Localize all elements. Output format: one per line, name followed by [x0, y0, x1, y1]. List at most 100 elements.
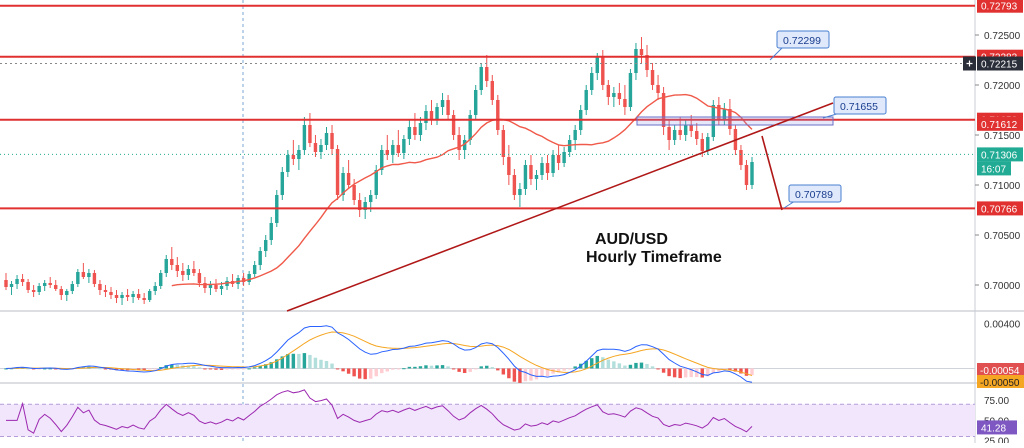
candle — [142, 293, 146, 304]
chart-title: AUD/USD — [595, 231, 668, 248]
price-tick-label: 0.72500 — [984, 31, 1021, 42]
callout-leader — [769, 46, 784, 61]
candle-body — [396, 145, 401, 153]
countdown-tag: 16:07 — [977, 161, 1011, 176]
candle-body — [468, 115, 472, 140]
candle — [385, 135, 390, 160]
candle — [357, 193, 362, 217]
candle-body — [330, 133, 334, 149]
macd-histogram-bar — [37, 368, 41, 370]
candle — [164, 255, 168, 277]
macd-histogram-bar — [496, 368, 500, 371]
macd-histogram-bar — [247, 368, 251, 370]
macd-tag-label: -0.00054 — [980, 366, 1020, 377]
macd-histogram-bar — [518, 368, 522, 383]
macd-histogram-bar — [534, 368, 539, 380]
candle-body — [556, 155, 561, 163]
macd-histogram-bar — [269, 362, 273, 369]
candle-body — [479, 67, 483, 90]
candle-body — [529, 165, 533, 179]
candle — [496, 95, 500, 135]
candle-body — [451, 115, 456, 135]
macd-histogram-bar — [103, 368, 108, 370]
candle-body — [584, 90, 588, 110]
candle-body — [159, 273, 163, 286]
axis-tag-label: 0.71306 — [981, 150, 1018, 161]
macd-histogram-bar — [280, 356, 285, 369]
add-alert-button[interactable] — [963, 56, 976, 71]
candle — [413, 113, 417, 140]
candle-body — [313, 143, 318, 152]
candle-body — [258, 251, 262, 265]
candle — [252, 261, 257, 277]
macd-histogram-bar — [241, 368, 246, 370]
axis-tag-label: 0.72215 — [981, 60, 1018, 71]
candle-body — [744, 165, 749, 185]
macd-histogram-bar — [391, 368, 395, 370]
candle-body — [512, 175, 517, 195]
candle — [230, 274, 235, 287]
candle — [485, 55, 489, 87]
candle — [131, 291, 135, 303]
candle — [286, 150, 290, 177]
candle-body — [341, 173, 345, 195]
candle-body — [457, 135, 461, 150]
candle — [435, 103, 439, 125]
macd-value-tag: -0.00050 — [977, 375, 1024, 389]
candle-body — [170, 259, 174, 265]
macd-histogram-bar — [147, 368, 152, 370]
candle — [264, 235, 268, 257]
macd-histogram-bar — [92, 367, 97, 369]
candle-body — [634, 49, 638, 73]
candle-body — [192, 269, 196, 273]
macd-histogram-bar — [451, 368, 456, 370]
candle — [76, 269, 80, 287]
candle — [402, 135, 406, 159]
macd-histogram-bar — [230, 368, 235, 370]
axis-tag-label: 0.72793 — [981, 2, 1018, 13]
candle-body — [700, 139, 704, 151]
macd-histogram-bar — [186, 365, 191, 369]
candle — [750, 157, 754, 189]
candle-body — [219, 286, 224, 289]
candle-body — [523, 165, 528, 189]
candle — [65, 289, 69, 301]
macd-histogram-bar — [667, 368, 671, 377]
candle — [280, 167, 285, 200]
plus-icon[interactable] — [966, 60, 973, 67]
macd-histogram-bar — [485, 365, 489, 369]
candle-body — [153, 286, 157, 291]
macd-histogram-bar — [672, 368, 677, 378]
candle — [54, 280, 58, 291]
candle-body — [540, 163, 544, 175]
macd-histogram-bar — [418, 366, 423, 369]
candle-body — [181, 271, 185, 275]
rsi-tick-label: 75.00 — [984, 396, 1009, 407]
candle-body — [357, 200, 362, 210]
candle-body — [54, 285, 58, 289]
candle — [98, 280, 102, 295]
axis-tag-bg — [977, 201, 1023, 216]
candle — [297, 145, 301, 170]
macd-histogram-bar — [175, 364, 180, 369]
projection-arrow-line — [761, 135, 783, 211]
candle-body — [507, 157, 511, 175]
candle — [87, 269, 91, 283]
candle-body — [689, 125, 693, 131]
price-tick-label: 0.70500 — [984, 231, 1021, 242]
candle — [573, 125, 577, 150]
candle — [683, 120, 688, 141]
candle-body — [656, 85, 660, 93]
candle-body — [667, 127, 671, 140]
candle-body — [711, 105, 716, 137]
candle — [125, 289, 130, 301]
candle-body — [175, 265, 180, 271]
macd-tag-label: -0.00050 — [980, 378, 1020, 389]
macd-histogram-bar — [297, 353, 301, 369]
candle — [37, 283, 41, 295]
candle-body — [42, 283, 47, 286]
moving-average-line — [171, 93, 753, 287]
rsi-pane — [0, 389, 975, 438]
candle-body — [429, 111, 434, 119]
